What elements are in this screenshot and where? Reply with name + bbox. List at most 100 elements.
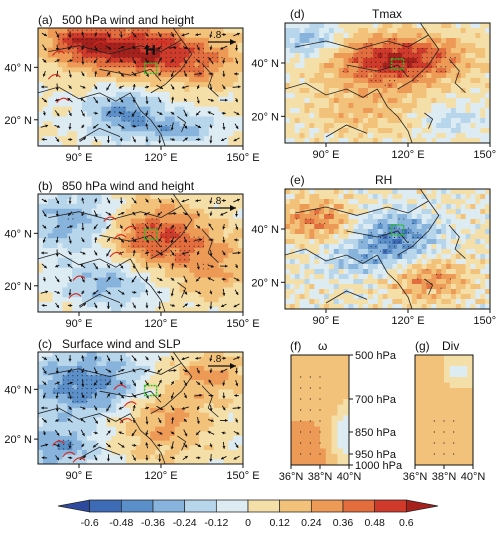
field-cell (169, 389, 176, 395)
field-cell (289, 58, 296, 64)
significance-dot (142, 227, 144, 229)
field-cell (155, 218, 161, 225)
field-cell (309, 73, 315, 79)
field-cell (179, 131, 186, 137)
significance-dot (109, 383, 111, 385)
field-cell (52, 126, 59, 132)
field-cell (130, 366, 137, 372)
field-cell (328, 53, 335, 59)
field-cell (96, 213, 103, 220)
field-cell (135, 136, 142, 142)
coastline (177, 435, 187, 451)
field-cell (140, 277, 146, 284)
field-cell (52, 228, 59, 234)
field-cell (213, 302, 220, 308)
field-cell (179, 422, 186, 428)
wind-vector-head (197, 381, 201, 385)
field-cell (199, 445, 205, 451)
field-cell (223, 91, 229, 98)
significance-dot (184, 52, 186, 54)
wind-vector-head (181, 357, 185, 361)
field-cell (238, 243, 243, 249)
field-cell (47, 408, 54, 414)
field-cell (213, 370, 220, 376)
field-cell (140, 32, 146, 39)
field-cell (135, 366, 142, 372)
field-cell (179, 208, 186, 215)
field-cell (77, 248, 83, 254)
field-cell (47, 28, 54, 34)
field-cell (203, 121, 210, 127)
field-cell (125, 262, 132, 269)
field-cell (431, 73, 437, 79)
field-cell (402, 83, 408, 89)
field-cell (57, 233, 64, 239)
wind-vector-head (131, 433, 135, 437)
field-cell (208, 307, 215, 312)
field-cell (57, 257, 64, 264)
field-cell (169, 52, 176, 59)
field-cell (140, 267, 146, 274)
field-cell (38, 403, 44, 409)
significance-dot (174, 66, 176, 68)
field-cell (189, 375, 195, 381)
wind-vector-head (158, 394, 162, 398)
field-cell (96, 384, 103, 390)
field-cell (407, 78, 413, 84)
field-cell (169, 62, 176, 68)
significance-dot (198, 236, 200, 238)
field-cell (218, 375, 225, 381)
field-cell (101, 422, 107, 428)
significance-dot (174, 56, 176, 59)
field-cell (91, 292, 98, 298)
field-cell (135, 307, 142, 312)
field-cell (208, 67, 215, 73)
field-cell (145, 352, 151, 358)
field-cell (416, 83, 423, 89)
field-cell (203, 307, 210, 312)
field-cell (96, 233, 103, 239)
field-cell (184, 208, 190, 215)
field-cell (160, 366, 166, 372)
field-cell (42, 422, 49, 428)
field-cell (343, 83, 350, 89)
field-cell (52, 238, 59, 244)
field-cell (213, 194, 220, 200)
field-cell (57, 82, 64, 88)
field-cell (294, 43, 301, 49)
field-cell (294, 78, 301, 84)
field-cell (164, 208, 171, 215)
significance-dot (91, 47, 93, 49)
field-cell (155, 238, 161, 244)
field-cell (38, 243, 44, 249)
field-cell (179, 116, 186, 123)
field-cell (218, 384, 225, 390)
field-cell (52, 106, 59, 113)
field-cell (116, 356, 122, 362)
field-cell (120, 272, 127, 279)
field-cell (460, 53, 467, 59)
significance-dot (160, 236, 163, 238)
field-cell (455, 33, 462, 39)
wind-vector-head (157, 124, 160, 128)
field-cell (140, 431, 146, 437)
field-cell (67, 398, 73, 404)
wind-vector-head (210, 238, 214, 242)
field-cell (72, 37, 78, 44)
field-cell (309, 28, 315, 34)
field-cell (199, 356, 205, 362)
field-cell (421, 28, 428, 34)
field-cell (91, 238, 98, 244)
significance-dot (63, 383, 65, 385)
significance-dot (95, 38, 97, 40)
field-cell (475, 23, 481, 29)
field-cell (179, 42, 186, 49)
field-cell (130, 248, 137, 254)
field-cell (179, 431, 186, 437)
significance-dot (128, 241, 130, 243)
field-cell (52, 101, 59, 108)
wind-vector-head (233, 456, 237, 460)
field-cell (199, 248, 205, 254)
field-cell (377, 43, 384, 49)
field-cell (140, 440, 146, 446)
